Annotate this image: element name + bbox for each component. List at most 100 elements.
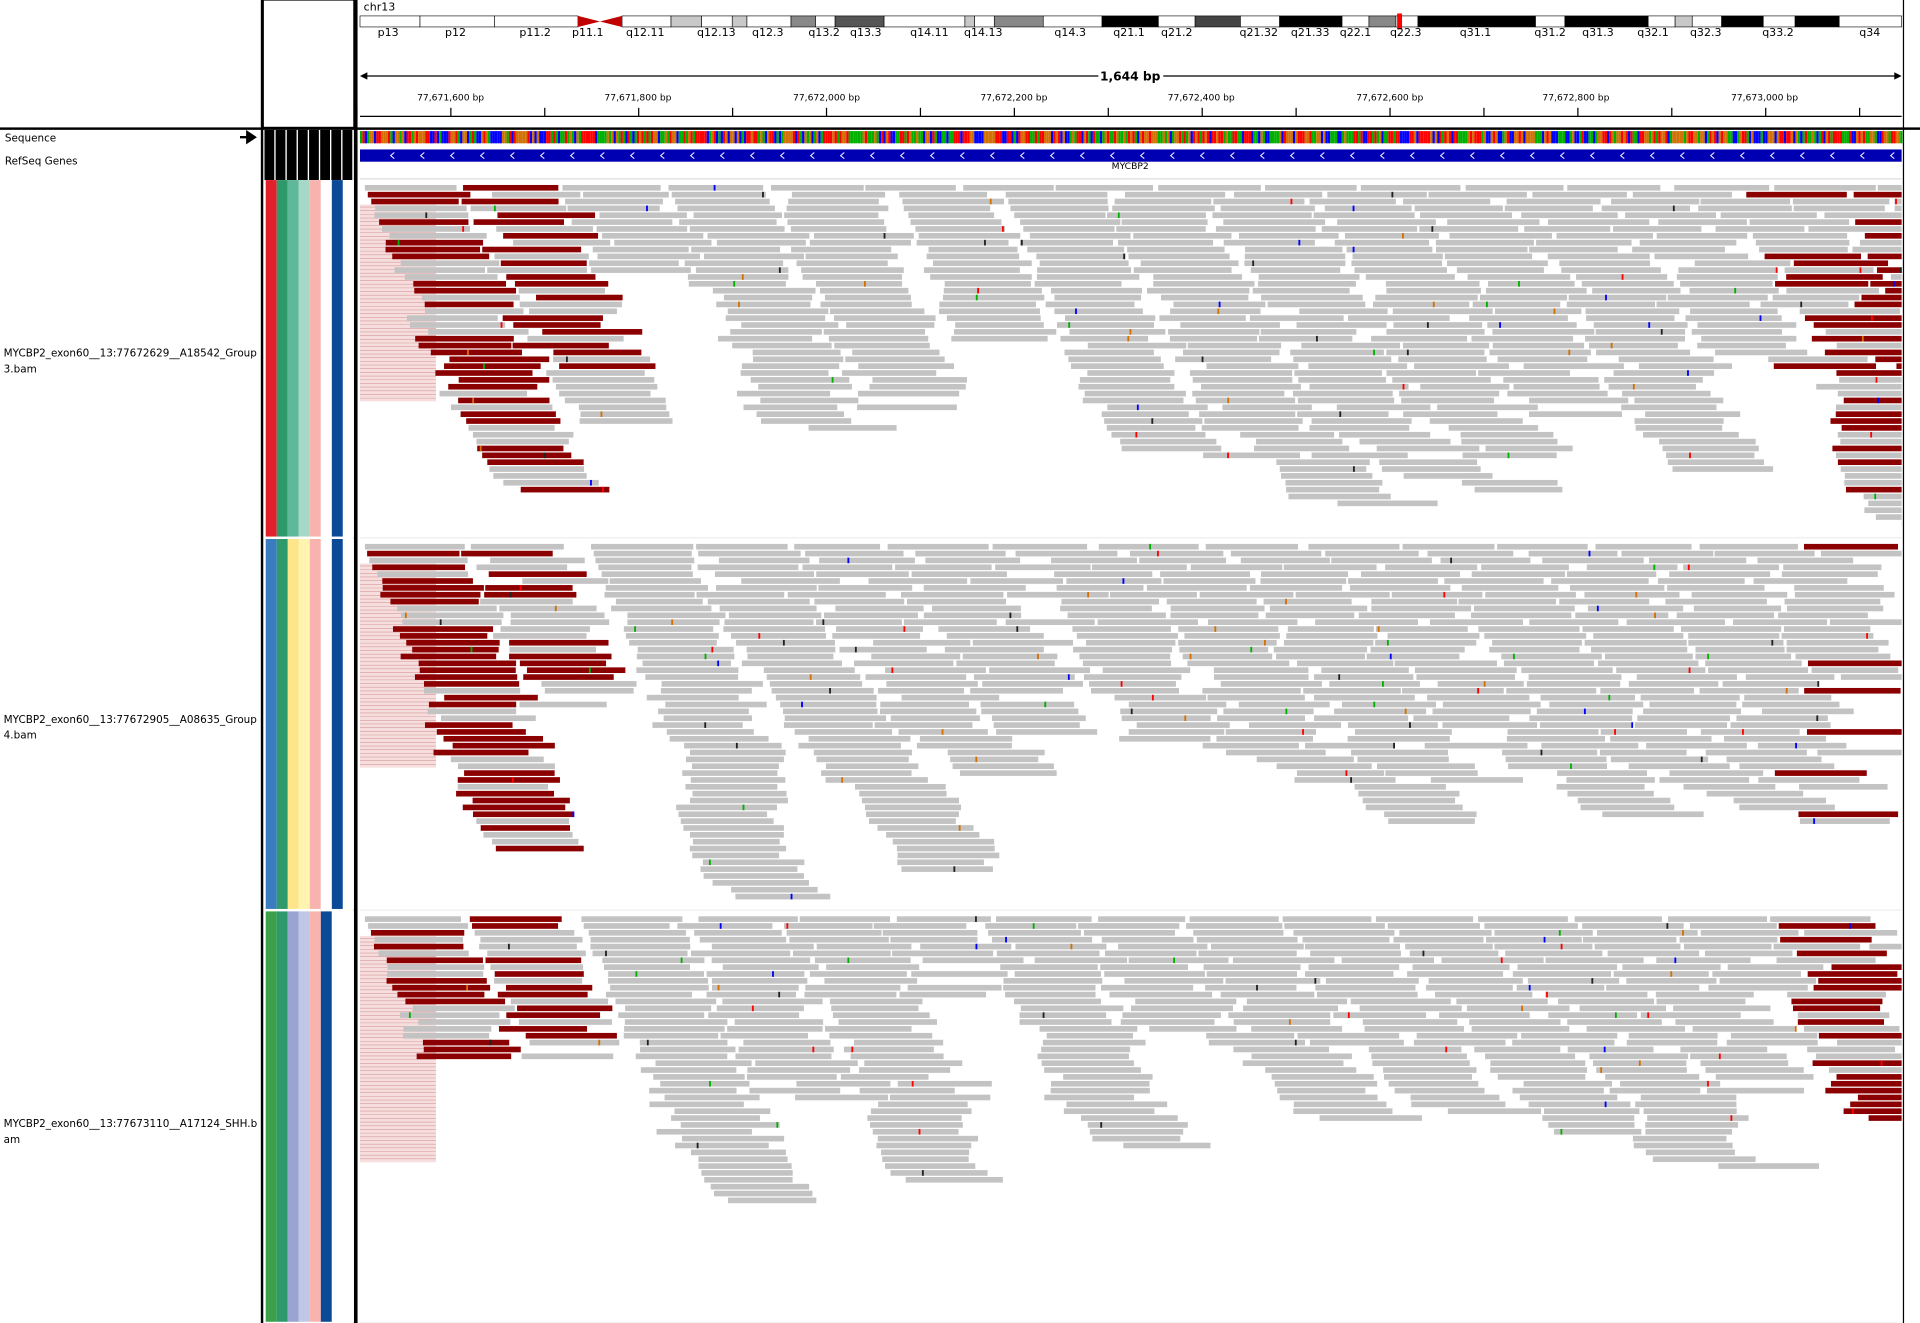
attr-cell — [298, 911, 310, 1322]
base — [1295, 131, 1298, 144]
mismatch — [572, 811, 575, 818]
base — [1486, 131, 1489, 144]
read — [1659, 438, 1756, 445]
position-label: 77,671,800 bp — [604, 92, 671, 103]
base — [1278, 131, 1282, 144]
strand-arrow[interactable] — [240, 130, 257, 145]
read — [711, 957, 811, 964]
read — [1265, 612, 1355, 619]
strand-chevron — [569, 152, 575, 160]
base — [1044, 131, 1047, 144]
mismatch — [439, 619, 442, 625]
read — [1293, 356, 1392, 363]
read — [499, 605, 597, 612]
read — [1825, 329, 1902, 335]
read — [1447, 260, 1548, 267]
base — [1074, 131, 1077, 144]
base — [564, 131, 568, 144]
read — [923, 612, 1022, 619]
read — [683, 825, 784, 831]
read — [1680, 1046, 1768, 1053]
base — [1183, 131, 1186, 144]
read — [1643, 1108, 1737, 1115]
base — [1297, 131, 1300, 144]
base — [1292, 131, 1296, 144]
read — [1658, 219, 1747, 225]
read — [819, 287, 909, 294]
read — [1296, 770, 1385, 776]
strand-chevron — [1589, 152, 1595, 160]
read — [832, 1012, 930, 1018]
mismatch — [1859, 267, 1862, 273]
read — [1208, 1039, 1306, 1046]
read — [824, 294, 911, 301]
read — [491, 191, 581, 198]
read — [1519, 1094, 1618, 1101]
read — [1599, 749, 1687, 756]
base — [1723, 131, 1726, 144]
read — [1678, 267, 1777, 273]
read — [1269, 605, 1368, 612]
base — [783, 131, 786, 144]
base — [1476, 131, 1480, 144]
read — [1706, 790, 1804, 797]
read — [1505, 756, 1607, 763]
attr-cell — [297, 129, 308, 181]
read — [829, 308, 925, 315]
read — [684, 742, 782, 749]
base — [1644, 131, 1647, 144]
base — [678, 131, 682, 144]
strand-chevron — [479, 152, 485, 160]
attr-cell — [331, 539, 343, 909]
read — [1595, 543, 1692, 550]
read — [915, 226, 1006, 232]
strand-chevron — [659, 152, 665, 160]
read — [1724, 735, 1827, 742]
read — [505, 984, 593, 991]
read — [1267, 301, 1366, 308]
base — [667, 131, 670, 144]
read — [710, 1183, 810, 1190]
read — [1120, 438, 1217, 445]
read — [920, 943, 1012, 950]
base — [1758, 131, 1761, 144]
read — [1362, 797, 1456, 804]
base — [962, 131, 965, 144]
read — [1568, 294, 1667, 301]
read — [1358, 790, 1460, 797]
base — [708, 131, 712, 144]
mismatch — [598, 1039, 601, 1046]
read — [468, 425, 555, 431]
base — [790, 131, 793, 144]
read — [374, 936, 464, 943]
read — [1234, 191, 1323, 198]
attr-cell — [331, 180, 343, 537]
read — [1429, 619, 1523, 625]
read — [1305, 742, 1395, 749]
read — [509, 639, 609, 646]
base — [1527, 131, 1531, 144]
base — [1800, 131, 1803, 144]
base — [401, 131, 405, 144]
read — [1412, 964, 1510, 970]
read — [1811, 667, 1899, 674]
read — [1875, 356, 1902, 363]
base — [1390, 131, 1393, 144]
read — [1375, 294, 1478, 301]
read — [1506, 198, 1601, 205]
read — [1598, 660, 1699, 667]
read — [1667, 585, 1765, 591]
base — [1453, 131, 1456, 144]
read — [801, 267, 904, 273]
read — [403, 1026, 492, 1032]
read — [1258, 335, 1353, 342]
base — [1088, 131, 1091, 144]
read — [1294, 777, 1396, 783]
base — [1555, 131, 1559, 144]
base — [520, 131, 523, 144]
read — [1607, 950, 1700, 957]
mismatch — [903, 626, 906, 632]
read — [498, 1026, 588, 1032]
read — [1497, 1074, 1586, 1080]
read — [636, 653, 735, 660]
